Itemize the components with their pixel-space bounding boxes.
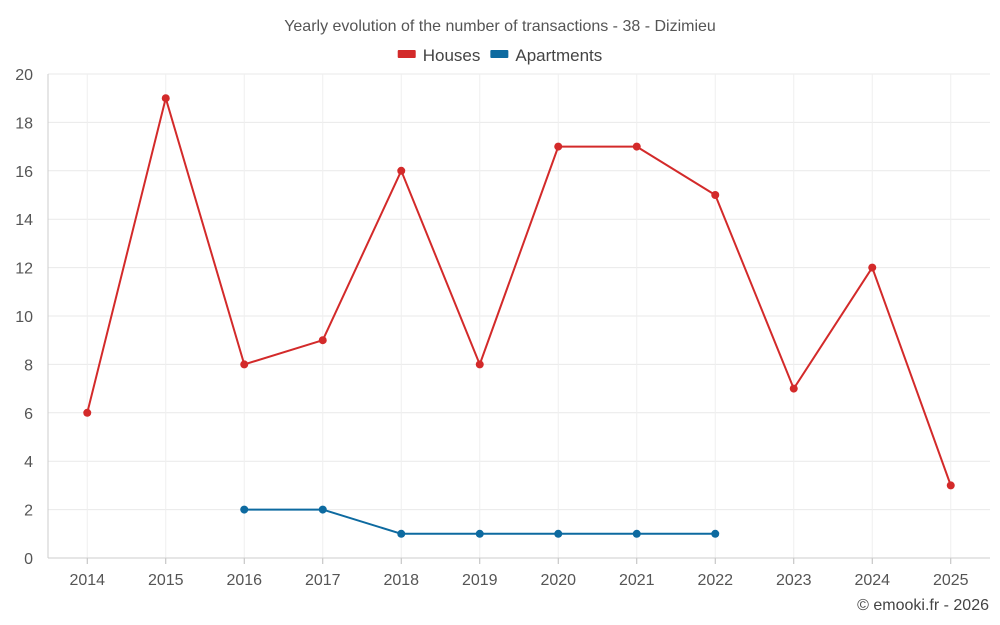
x-tick-label: 2022 — [697, 572, 733, 589]
x-tick-label: 2025 — [933, 572, 969, 589]
y-tick-label: 8 — [24, 357, 33, 374]
legend-label: Houses — [423, 46, 481, 65]
y-tick-label: 14 — [15, 212, 33, 229]
y-tick-label: 10 — [15, 309, 33, 326]
y-tick-label: 4 — [24, 454, 33, 471]
data-point-houses[interactable] — [711, 191, 720, 199]
gridlines — [48, 73, 990, 558]
axes — [47, 74, 990, 564]
y-tick-label: 18 — [15, 115, 33, 132]
x-tick-label: 2019 — [462, 572, 498, 589]
data-point-apartments[interactable] — [475, 529, 484, 538]
data-point-apartments[interactable] — [318, 505, 327, 514]
y-axis-ticks: 0 2 4 6 8 10 12 14 16 18 20 — [15, 67, 33, 568]
y-tick-label: 16 — [15, 164, 33, 181]
series-houses — [83, 94, 955, 490]
y-tick-label: 12 — [15, 261, 33, 278]
x-tick-label: 2023 — [776, 572, 812, 589]
data-point-houses[interactable] — [161, 94, 170, 103]
chart-title: Yearly evolution of the number of transa… — [284, 18, 716, 35]
data-point-houses[interactable] — [632, 142, 641, 151]
data-point-houses[interactable] — [475, 360, 484, 369]
x-tick-label: 2014 — [69, 572, 105, 589]
series-layer — [83, 94, 955, 538]
data-point-houses[interactable] — [554, 142, 563, 151]
x-tick-label: 2016 — [226, 572, 262, 589]
data-point-houses[interactable] — [318, 336, 327, 345]
legend-swatch — [490, 50, 509, 58]
data-point-apartments[interactable] — [397, 529, 406, 538]
data-point-apartments[interactable] — [632, 529, 641, 538]
y-tick-label: 2 — [24, 503, 33, 520]
data-point-houses[interactable] — [946, 481, 955, 490]
credit-text: © emooki.fr - 2026 — [857, 597, 989, 614]
data-point-apartments[interactable] — [554, 529, 563, 538]
x-tick-label: 2021 — [619, 572, 655, 589]
legend-item-houses[interactable]: Houses — [397, 46, 481, 65]
data-point-houses[interactable] — [789, 384, 798, 393]
legend-swatch — [397, 50, 416, 58]
legend-item-apartments[interactable]: Apartments — [490, 46, 602, 65]
x-tick-label: 2018 — [383, 572, 419, 589]
data-point-apartments[interactable] — [711, 529, 720, 538]
x-axis-ticks: 2014 2015 2016 2017 2018 2019 2020 2021 2022 2023… — [69, 572, 968, 589]
x-tick-label: 2020 — [540, 572, 576, 589]
x-tick-label: 2017 — [305, 572, 341, 589]
series-line-houses — [86, 97, 952, 486]
data-point-houses[interactable] — [83, 408, 92, 417]
y-tick-label: 20 — [15, 67, 33, 84]
x-tick-label: 2024 — [854, 572, 890, 589]
data-point-houses[interactable] — [240, 360, 249, 369]
y-tick-label: 0 — [24, 551, 33, 568]
data-point-houses[interactable] — [868, 263, 877, 272]
y-tick-label: 6 — [24, 406, 33, 423]
series-apartments — [240, 505, 720, 538]
legend: Houses Apartments — [397, 46, 602, 65]
data-point-apartments[interactable] — [240, 505, 249, 514]
x-tick-label: 2015 — [148, 572, 184, 589]
legend-label: Apartments — [515, 46, 602, 65]
data-point-houses[interactable] — [397, 166, 406, 175]
